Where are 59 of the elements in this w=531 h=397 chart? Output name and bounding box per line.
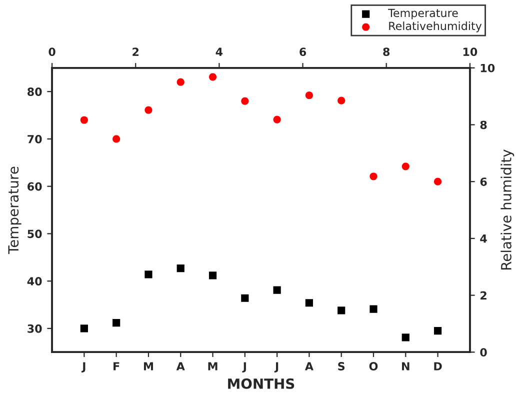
- point: [338, 96, 346, 104]
- point: [305, 299, 314, 307]
- y2-tick-label: 0: [480, 348, 487, 357]
- x-tick-label: A: [176, 362, 185, 370]
- point: [305, 92, 314, 100]
- x2-tick-label: 2: [132, 48, 139, 56]
- x-tick-label: S: [338, 362, 345, 370]
- point: [434, 178, 442, 186]
- point: [80, 324, 88, 332]
- point: [370, 172, 378, 180]
- y2-tick-label: 10: [480, 64, 495, 72]
- y2-tick-label: 4: [480, 234, 487, 243]
- y-axis-title: Temperature: [8, 166, 22, 254]
- point: [273, 286, 281, 294]
- x2-tick-label: 0: [48, 48, 56, 56]
- point: [144, 106, 152, 114]
- x-tick-label: J: [274, 362, 278, 373]
- x-tick-label: M: [208, 362, 218, 370]
- x-tick-label: J: [81, 362, 86, 373]
- y-tick-label: 60: [28, 182, 42, 191]
- y2-tick-label: 6: [480, 178, 487, 186]
- x-tick-label: A: [304, 362, 314, 370]
- y-tick-label: 30: [28, 324, 42, 333]
- point: [370, 305, 378, 313]
- point: [112, 135, 120, 143]
- point: [402, 162, 410, 170]
- x2-tick-label: 10: [463, 48, 478, 56]
- point: [208, 272, 217, 280]
- x-tick-label: M: [144, 362, 153, 370]
- point: [241, 294, 249, 302]
- point: [176, 264, 184, 272]
- x-tick-label: O: [369, 362, 378, 370]
- y-tick-label: 40: [27, 277, 42, 286]
- y2-tick-label: 2: [480, 291, 486, 300]
- x-axis-title: MONTHS: [228, 378, 294, 389]
- legend-label: Temperature: [388, 8, 458, 20]
- point: [402, 334, 410, 342]
- x2-tick-label: 4: [216, 48, 223, 56]
- point: [434, 327, 442, 335]
- point: [338, 306, 346, 314]
- x-tick-label: D: [434, 362, 442, 370]
- y2-axis-title: Relative humidity: [500, 150, 514, 270]
- x-tick-label: F: [114, 362, 120, 370]
- y-tick-label: 80: [28, 88, 42, 96]
- legend-label: Relativehumidity: [389, 22, 482, 32]
- x-tick-label: N: [402, 362, 410, 370]
- point: [80, 116, 88, 124]
- point: [241, 97, 249, 105]
- y-tick-label: 50: [28, 230, 42, 238]
- x2-tick-label: 8: [383, 48, 390, 56]
- x-tick-label: J: [242, 362, 246, 373]
- point: [273, 116, 281, 124]
- point: [208, 73, 217, 81]
- y-tick-label: 70: [28, 134, 42, 144]
- point: [112, 318, 120, 327]
- point: [144, 270, 152, 278]
- point: [176, 78, 184, 86]
- y2-tick-label: 8: [480, 120, 487, 130]
- x2-tick-label: 6: [300, 48, 306, 56]
